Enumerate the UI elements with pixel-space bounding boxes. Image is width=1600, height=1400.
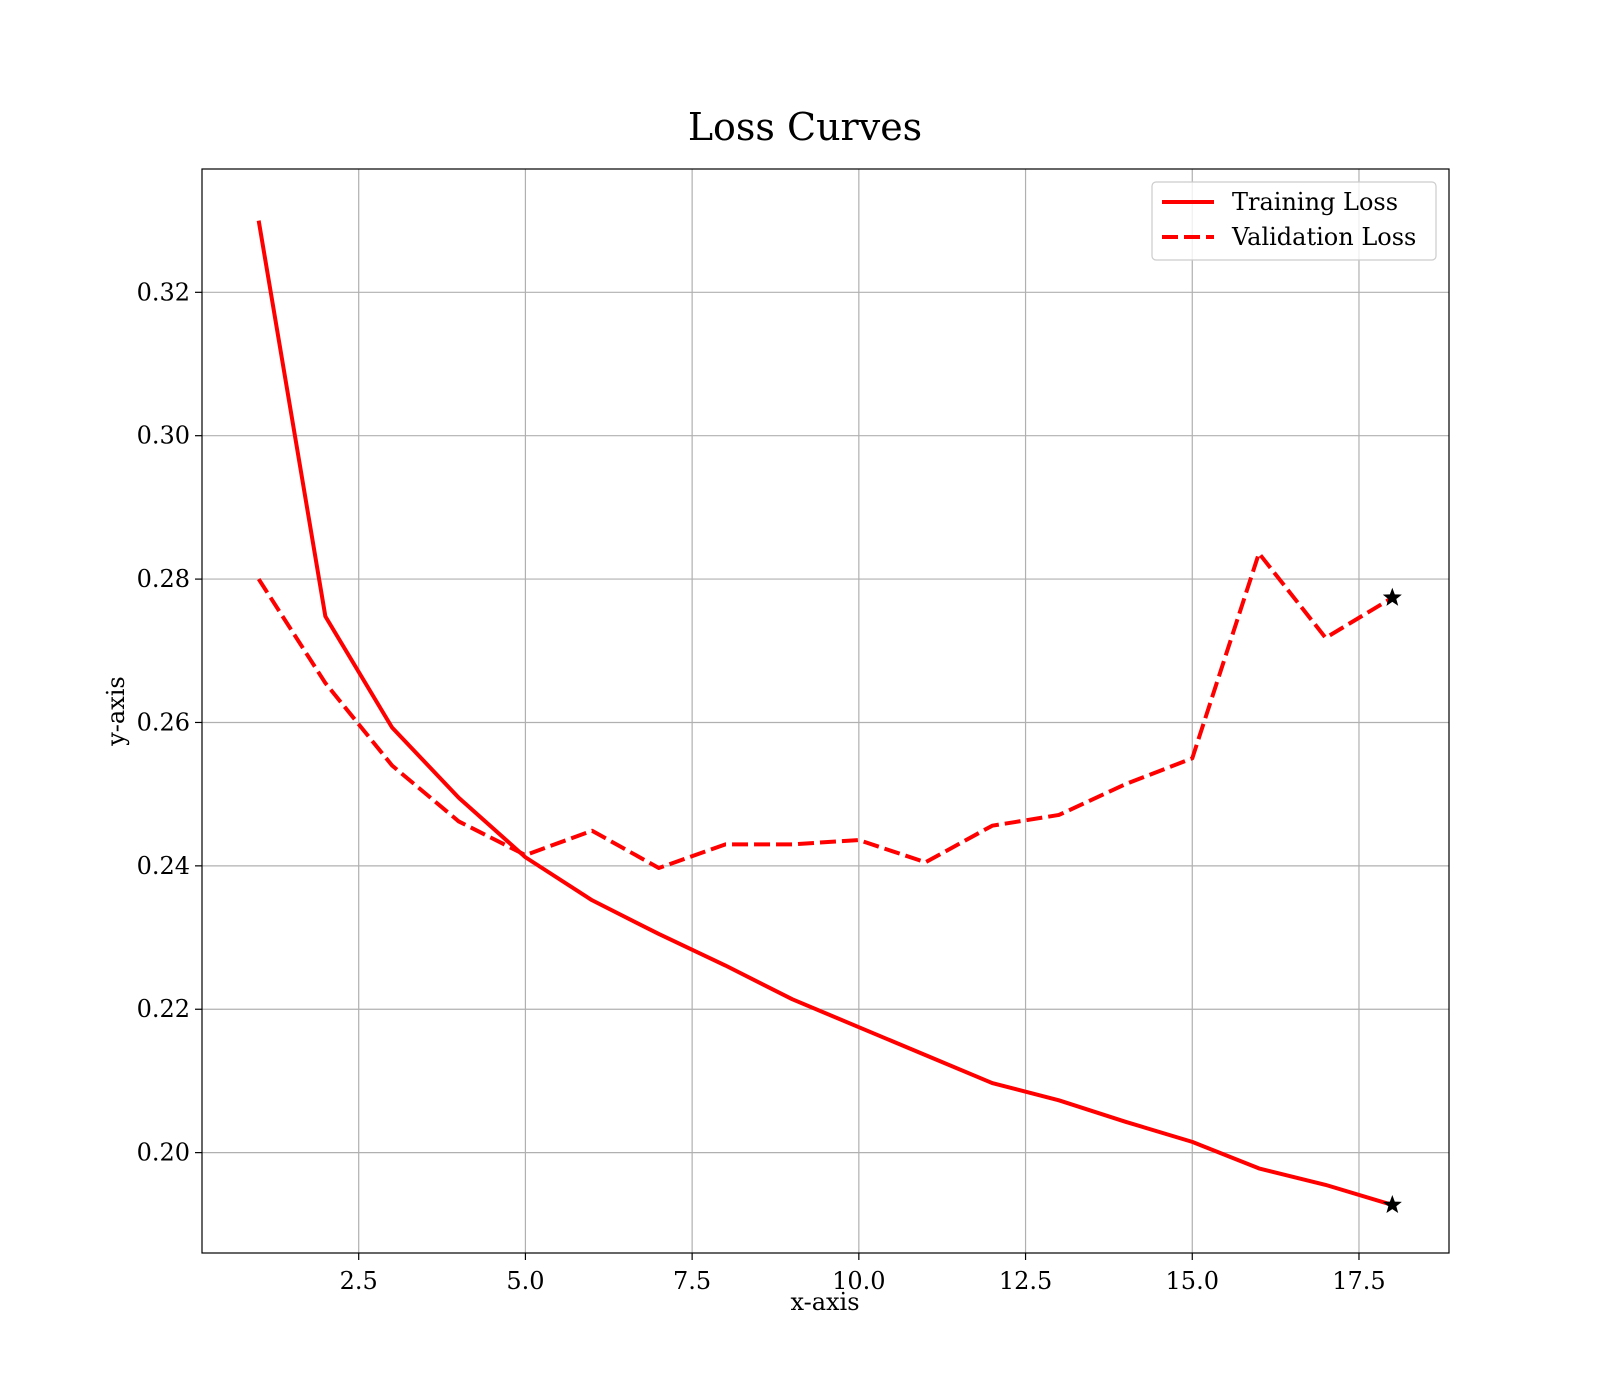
end-marker-validation-loss	[1382, 587, 1402, 606]
y-tick-label: 0.26	[137, 708, 190, 736]
grid-lines	[202, 169, 1449, 1253]
x-tick-label: 7.5	[673, 1267, 711, 1295]
end-marker-training-loss	[1382, 1194, 1402, 1214]
x-axis-ticks: 2.5 5.0 7.5 10.0 12.5 15.0 17.5	[340, 1253, 1386, 1295]
y-tick-label: 0.32	[137, 278, 190, 306]
y-tick-label: 0.30	[137, 422, 190, 450]
legend: Training Loss Validation Loss	[1151, 181, 1437, 261]
y-tick-label: 0.28	[137, 565, 190, 593]
series-line-training-loss	[256, 220, 1393, 1207]
legend-box	[1151, 181, 1437, 261]
plot-area-frame	[201, 168, 1450, 1254]
legend-label-training-loss: Training Loss	[1232, 188, 1398, 216]
chart-title: Loss Curves	[688, 105, 922, 149]
x-tick-label: 15.0	[1166, 1267, 1219, 1295]
y-axis-ticks: 0.20 0.22 0.24 0.26 0.28 0.30 0.32	[137, 278, 202, 1167]
series-line-validation-loss	[256, 551, 1394, 871]
x-tick-label: 2.5	[340, 1267, 378, 1295]
y-tick-label: 0.22	[137, 995, 190, 1023]
y-tick-label: 0.20	[137, 1139, 190, 1167]
x-axis-label: x-axis	[790, 1288, 859, 1316]
y-axis-label: y-axis	[102, 676, 130, 747]
series-lines	[256, 220, 1394, 1207]
x-tick-label: 5.0	[506, 1267, 544, 1295]
end-markers	[1382, 587, 1402, 1214]
y-tick-label: 0.24	[137, 852, 190, 880]
x-tick-label: 10.0	[832, 1267, 885, 1295]
x-tick-label: 17.5	[1332, 1267, 1385, 1295]
legend-label-validation-loss: Validation Loss	[1231, 223, 1416, 251]
x-tick-label: 12.5	[999, 1267, 1052, 1295]
